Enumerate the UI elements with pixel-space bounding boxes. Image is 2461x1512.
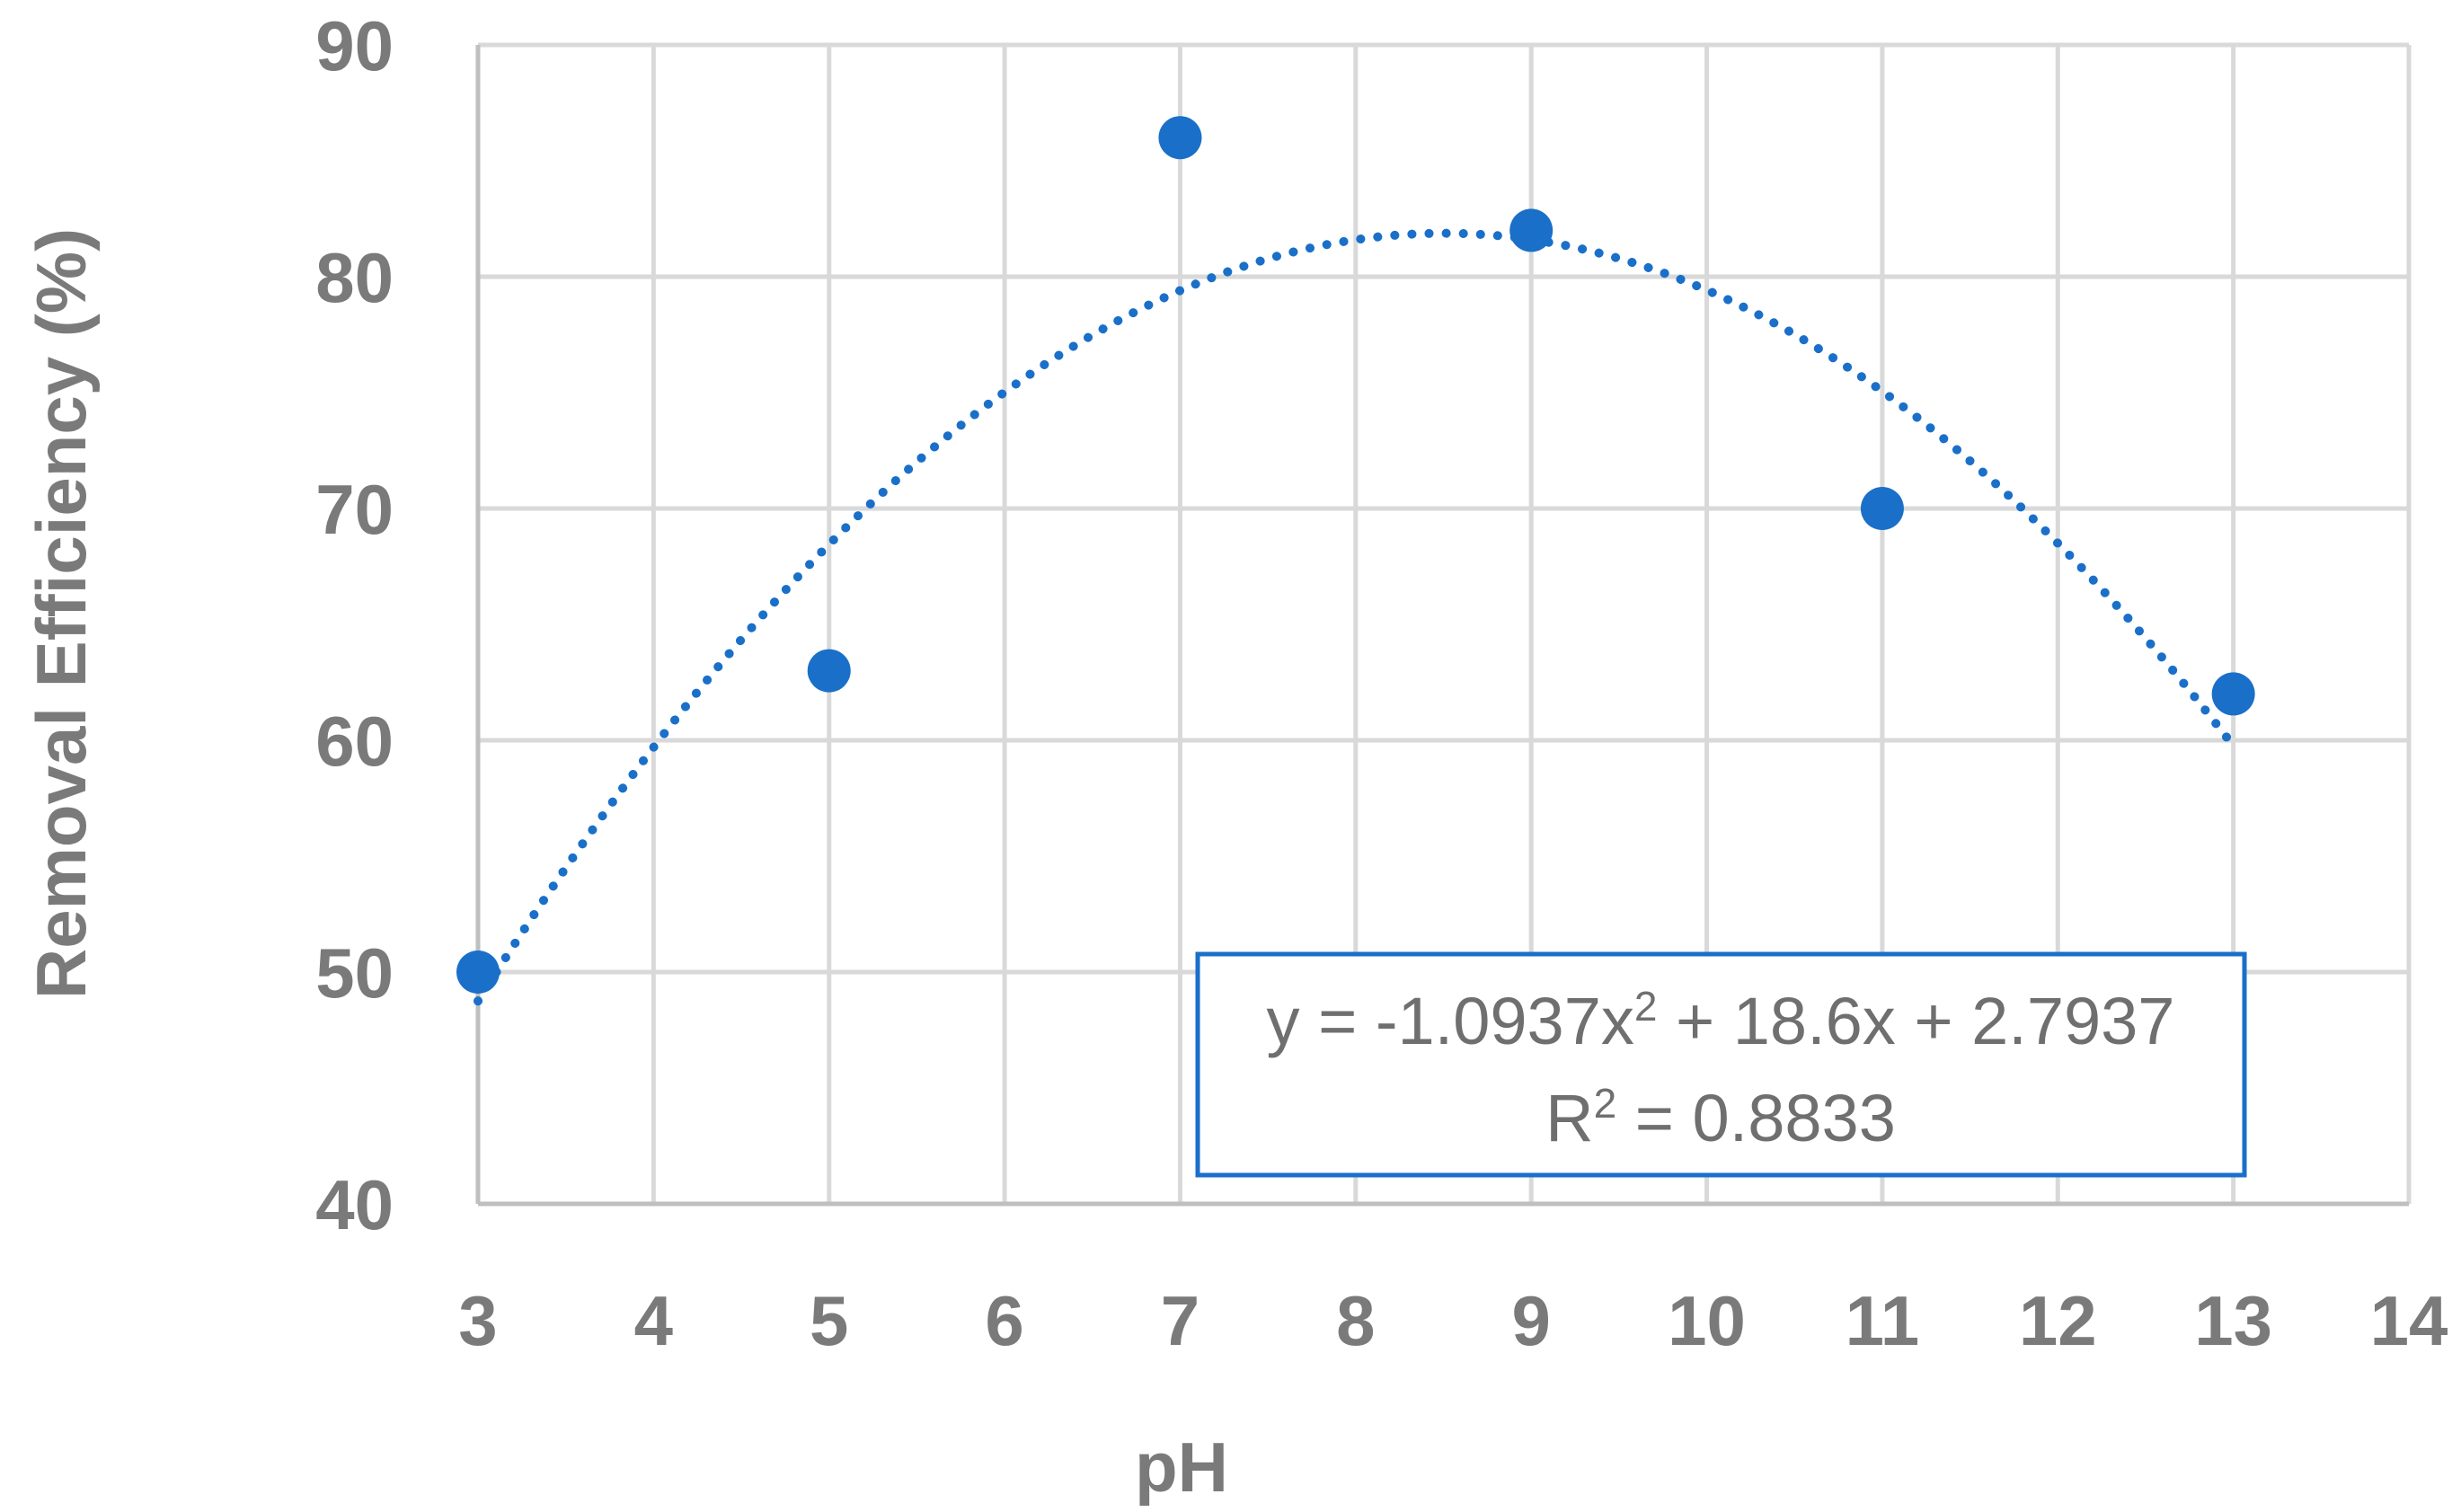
x-tick-label: 5 [810, 1281, 848, 1360]
r-squared: R2 = 0.8833 [1545, 1080, 1896, 1155]
trendline-layer [474, 228, 2238, 1006]
axes [475, 45, 2409, 1207]
y-tick-label: 60 [315, 702, 394, 781]
equation-prefix: y = -1.0937x [1267, 984, 1634, 1058]
x-tick-label: 11 [1846, 1281, 1919, 1360]
y-axis-title: Removal Efficiency (%) [22, 228, 101, 999]
y-tick-label: 80 [315, 238, 394, 317]
x-tick-label: 4 [634, 1281, 673, 1360]
trendline [474, 228, 2238, 1006]
y-tick-label: 50 [315, 933, 394, 1012]
x-tick-label: 7 [1161, 1281, 1200, 1360]
data-point [1509, 208, 1554, 252]
equation-suffix: + 18.6x + 2.7937 [1657, 984, 2174, 1058]
y-tick-label: 90 [315, 6, 394, 85]
x-tick-label: 14 [2370, 1281, 2448, 1360]
x-tick-label: 8 [1336, 1281, 1375, 1360]
trendline-equation-box: y = -1.0937x2 + 18.6x + 2.7937 R2 = 0.88… [1195, 951, 2247, 1178]
y-tick-label: 40 [315, 1165, 394, 1244]
x-tick-label: 12 [2019, 1281, 2097, 1360]
x-axis-title: pH [1135, 1428, 1228, 1507]
x-tick-label: 13 [2194, 1281, 2272, 1360]
x-tick-label: 6 [985, 1281, 1023, 1360]
x-tick-labels: 3 4 5 6 7 8 9 10 11 12 13 14 [458, 1281, 2448, 1360]
data-point [2211, 672, 2255, 716]
data-point [807, 649, 851, 693]
x-tick-label: 3 [458, 1281, 497, 1360]
data-point [456, 951, 500, 994]
r2-suffix: = 0.8833 [1616, 1081, 1896, 1155]
y-tick-label: 70 [315, 470, 394, 549]
equation-superscript: 2 [1634, 983, 1658, 1030]
data-point [1158, 116, 1202, 160]
trendline-equation: y = -1.0937x2 + 18.6x + 2.7937 [1267, 983, 2175, 1058]
r2-prefix: R [1545, 1081, 1593, 1155]
data-point [1860, 487, 1904, 530]
x-tick-label: 9 [1511, 1281, 1550, 1360]
x-tick-label: 10 [1668, 1281, 1746, 1360]
equation-box-border [1195, 951, 2247, 1178]
data-points [456, 116, 2255, 994]
y-tick-labels: 40 50 60 70 80 90 [315, 6, 394, 1244]
r2-superscript: 2 [1594, 1080, 1617, 1127]
